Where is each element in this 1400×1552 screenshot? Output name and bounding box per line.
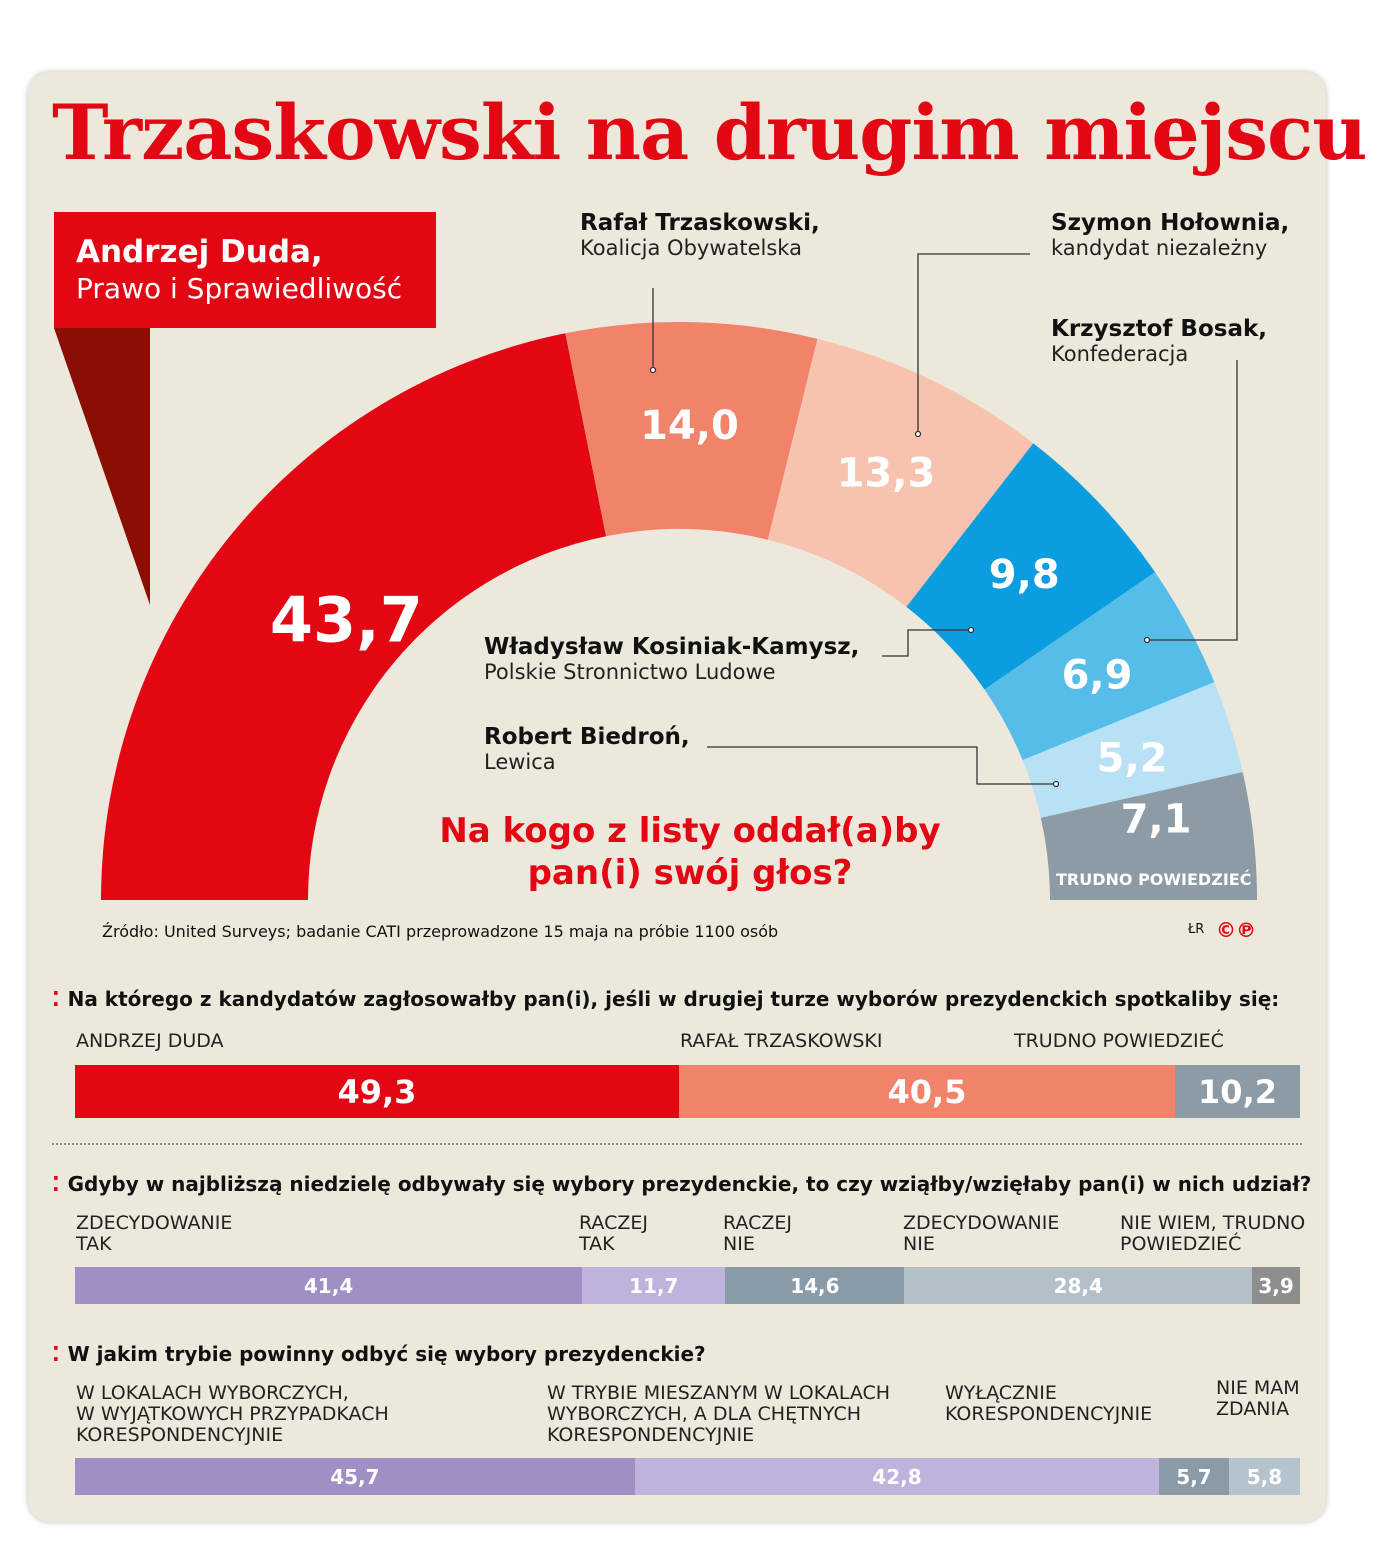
arc-value-label: 5,2: [1097, 735, 1168, 781]
bar-label: WYŁĄCZNIE KORESPONDENCYJNIE: [945, 1382, 1153, 1425]
bar-label: NIE WIEM, TRUDNO POWIEDZIEĆ: [1120, 1212, 1306, 1255]
author-credit: ŁR: [1188, 922, 1205, 937]
bar-segment: 40,5: [678, 1065, 1176, 1118]
arc-value-label: 9,8: [989, 552, 1060, 598]
bar-label: ZDECYDOWANIE TAK: [76, 1212, 233, 1255]
bar-segment: 5,8: [1228, 1458, 1300, 1495]
duda-label-box: Andrzej Duda, Prawo i Sprawiedliwość: [54, 212, 436, 328]
arc-value-label: 14,0: [640, 403, 739, 449]
undecided-label: TRUDNO POWIEDZIEĆ: [1056, 870, 1252, 889]
bar-segment: 28,4: [904, 1267, 1253, 1304]
bar-label: RAFAŁ TRZASKOWSKI: [680, 1030, 883, 1052]
candidate-name: Andrzej Duda,: [76, 234, 323, 270]
source-note: Źródło: United Surveys; badanie CATI prz…: [102, 922, 779, 941]
bar-label: W TRYBIE MIESZANYM W LOKALACH WYBORCZYCH…: [547, 1382, 891, 1446]
copyright-logo: ©℗: [1216, 918, 1256, 942]
arc-segment: [101, 333, 607, 900]
party-name: Konfederacja: [1051, 342, 1189, 366]
bar-segment: 11,7: [582, 1267, 726, 1304]
bar-segment: 49,3: [75, 1065, 679, 1118]
bar-label: NIE MAM ZDANIA: [1216, 1377, 1300, 1420]
arc-value-label: 6,9: [1062, 652, 1133, 698]
stacked-bar-3: 45,7 42,8 5,7 5,8: [75, 1458, 1300, 1495]
bar-segment: 10,2: [1175, 1065, 1300, 1118]
page-title: Trzaskowski na drugim miejscu: [52, 88, 1368, 177]
leader-lines: [652, 253, 1238, 785]
chart-question: Na kogo z listy oddał(a)by pan(i) swój g…: [439, 811, 941, 893]
candidate-name: Władysław Kosiniak-Kamysz,: [484, 634, 860, 660]
arc-segment: [906, 443, 1156, 690]
bar-label: ZDECYDOWANIE NIE: [903, 1212, 1060, 1255]
bar-label: RACZEJ NIE: [723, 1212, 792, 1255]
bar-label: ANDRZEJ DUDA: [76, 1030, 224, 1052]
candidate-name: Szymon Hołownia,: [1051, 210, 1290, 236]
duda-pointer: [54, 328, 150, 605]
bar-label: RACZEJ TAK: [579, 1212, 648, 1255]
arc-segment: [565, 321, 818, 540]
arc-segment: [1040, 772, 1257, 900]
bar-label: TRUDNO POWIEDZIEĆ: [1014, 1030, 1224, 1052]
arc-segment: [984, 572, 1215, 761]
party-name: Prawo i Sprawiedliwość: [76, 272, 403, 305]
party-name: Koalicja Obywatelska: [580, 236, 802, 260]
party-name: Lewica: [484, 750, 556, 774]
question-3: ⁚ W jakim trybie powinny odbyć się wybory…: [52, 1342, 706, 1366]
party-name: Polskie Stronnictwo Ludowe: [484, 660, 776, 684]
bar-segment: 45,7: [75, 1458, 635, 1495]
bar-label: W LOKALACH WYBORCZYCH, W WYJĄTKOWYCH PRZ…: [76, 1382, 389, 1446]
arc-segment: [767, 338, 1034, 607]
candidate-name: Rafał Trzaskowski,: [580, 210, 820, 236]
semicircle-chart: 43,7 14,0 13,3 9,8 6,9 5,2 7,1: [54, 253, 1257, 900]
candidate-name: Robert Biedroń,: [484, 724, 690, 750]
stacked-bar-1: 49,3 40,5 10,2: [75, 1065, 1300, 1118]
arc-value-label: 13,3: [837, 450, 936, 496]
question-1: ⁚ Na którego z kandydatów zagłosowałby pa…: [52, 987, 1280, 1011]
arc-segment: [1022, 682, 1243, 818]
bar-segment: 41,4: [75, 1267, 583, 1304]
bar-segment: 5,7: [1159, 1458, 1229, 1495]
bar-segment: 42,8: [634, 1458, 1160, 1495]
bar-segment: 3,9: [1252, 1267, 1300, 1304]
arc-value-label: 43,7: [270, 583, 423, 656]
candidate-name: Krzysztof Bosak,: [1051, 316, 1268, 342]
divider: [52, 1143, 1302, 1145]
arc-value-label: 7,1: [1121, 797, 1192, 843]
question-2: ⁚ Gdyby w najbliższą niedzielę odbywały s…: [52, 1172, 1312, 1196]
party-name: kandydat niezależny: [1051, 236, 1268, 260]
stacked-bar-2: 41,4 11,7 14,6 28,4 3,9: [75, 1267, 1300, 1304]
bar-segment: 14,6: [725, 1267, 905, 1304]
